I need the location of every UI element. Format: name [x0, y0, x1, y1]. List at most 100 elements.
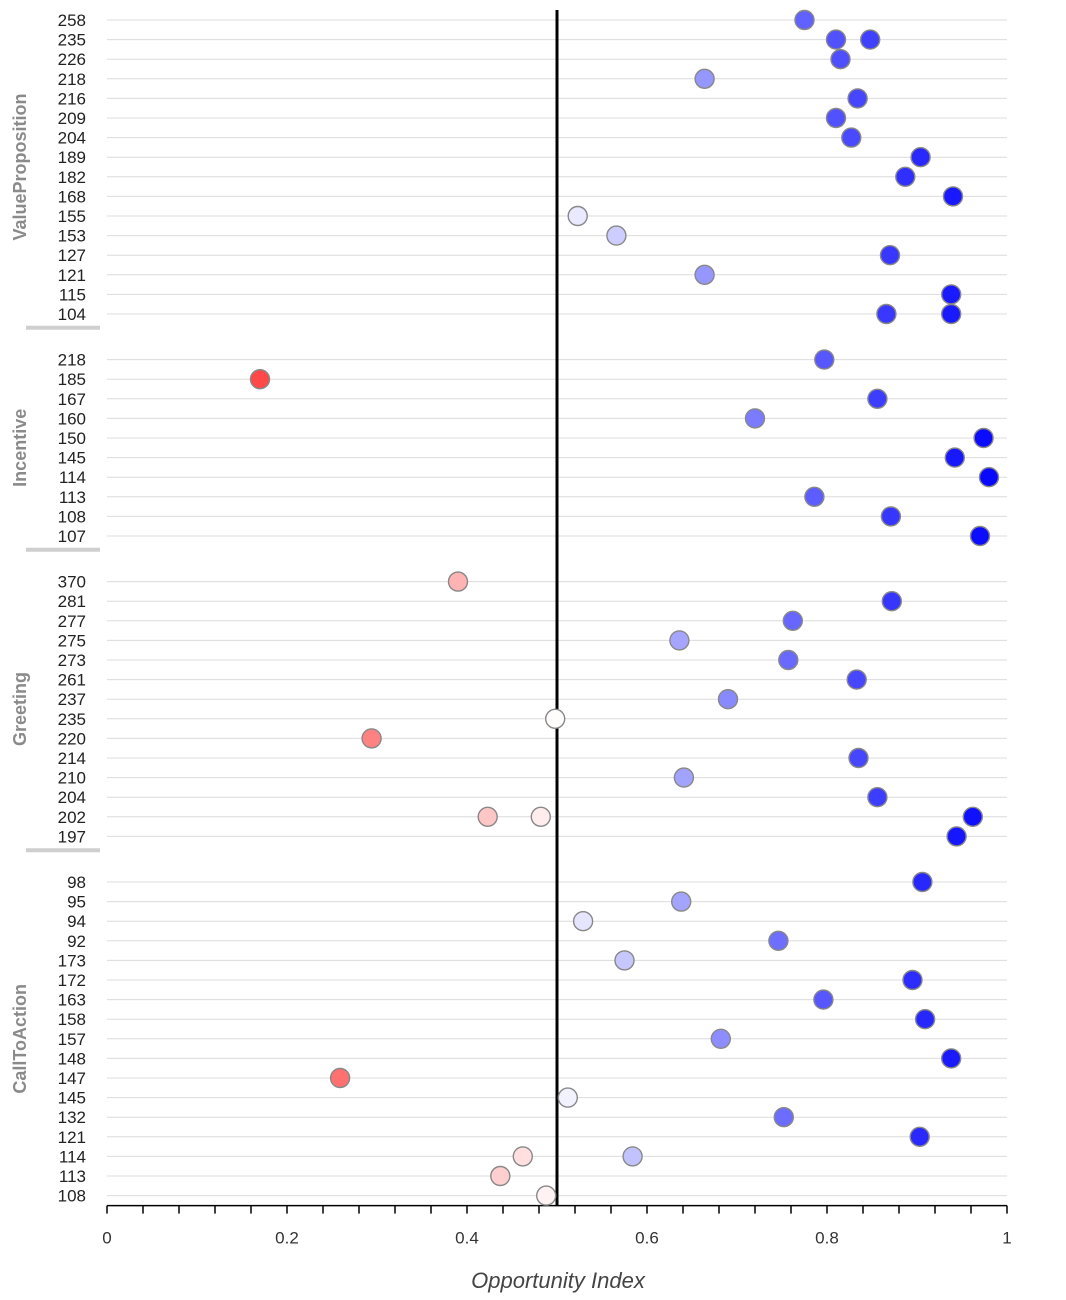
data-point — [902, 969, 923, 991]
group-label: ValueProposition — [10, 93, 30, 240]
group-label: CallToAction — [10, 984, 30, 1094]
data-point — [530, 806, 551, 827]
row-label: 107 — [58, 527, 86, 546]
row-label: 114 — [59, 468, 86, 487]
data-point — [614, 950, 635, 971]
data-point — [804, 486, 825, 507]
group-separators — [26, 325, 100, 853]
row-label: 155 — [58, 207, 86, 226]
row-label: 370 — [58, 573, 86, 592]
data-point — [557, 1087, 578, 1108]
row-label: 147 — [58, 1069, 86, 1088]
row-label: 132 — [58, 1108, 86, 1127]
row-label: 163 — [58, 991, 86, 1010]
row-label: 202 — [58, 808, 86, 827]
row-labels: 2582352262182162092041891821681551531271… — [58, 11, 86, 1206]
data-point — [794, 9, 815, 31]
row-label: 281 — [58, 592, 86, 611]
data-point — [912, 871, 933, 893]
data-point — [914, 1009, 936, 1030]
data-point — [881, 591, 902, 612]
data-point — [512, 1146, 533, 1167]
row-label: 173 — [58, 951, 86, 970]
row-label: 145 — [58, 1089, 86, 1108]
data-point — [942, 186, 964, 207]
data-point — [744, 408, 766, 429]
data-point — [671, 891, 692, 912]
row-label: 209 — [58, 109, 86, 128]
data-point — [879, 244, 901, 266]
data-point — [941, 284, 962, 305]
row-label: 218 — [58, 351, 86, 370]
row-label: 185 — [58, 370, 86, 389]
row-label: 220 — [58, 729, 86, 748]
row-label: 113 — [59, 488, 86, 507]
data-point — [876, 303, 897, 325]
row-label: 218 — [58, 70, 86, 89]
data-point — [694, 264, 715, 285]
row-label: 237 — [58, 690, 86, 709]
data-point — [567, 205, 588, 227]
row-label: 216 — [58, 89, 86, 108]
data-point — [717, 689, 739, 710]
data-point — [710, 1028, 731, 1050]
data-point — [361, 728, 382, 749]
row-label: 121 — [58, 1128, 86, 1147]
data-point — [572, 911, 594, 932]
data-point — [867, 388, 888, 409]
data-point — [846, 669, 867, 690]
row-label: 189 — [58, 148, 86, 167]
row-label: 153 — [58, 227, 86, 246]
x-axis: 0 0.2 0.4 0.6 0.8 1 — [102, 1204, 1012, 1248]
data-point — [909, 1126, 930, 1148]
data-point — [941, 303, 962, 325]
data-point — [447, 571, 469, 592]
data-point — [978, 467, 1000, 488]
x-axis-title: Opportunity Index — [471, 1268, 646, 1293]
x-tick-label: 0.4 — [455, 1229, 479, 1248]
row-label: 150 — [58, 429, 86, 448]
row-label: 182 — [58, 168, 86, 187]
row-label: 275 — [58, 631, 86, 650]
data-point — [814, 349, 835, 370]
data-point — [847, 88, 868, 109]
data-point — [545, 708, 566, 729]
row-label: 92 — [67, 932, 86, 951]
data-point — [880, 506, 902, 527]
data-points — [249, 9, 1000, 1206]
row-label: 204 — [58, 788, 86, 807]
data-point — [848, 747, 869, 769]
row-label: 114 — [59, 1147, 86, 1166]
data-point — [606, 225, 627, 246]
row-label: 204 — [58, 129, 86, 148]
x-tick-label: 0.6 — [635, 1229, 659, 1248]
row-label: 261 — [58, 671, 86, 690]
row-label: 98 — [67, 873, 86, 892]
row-label: 214 — [58, 749, 86, 768]
row-label: 277 — [58, 612, 86, 631]
data-point — [490, 1165, 511, 1187]
x-tick-label: 0.2 — [275, 1229, 299, 1248]
x-tick-label: 0.8 — [815, 1229, 839, 1248]
row-label: 235 — [58, 31, 86, 50]
data-point — [778, 649, 799, 671]
row-label: 94 — [67, 912, 86, 931]
row-label: 95 — [67, 893, 86, 912]
row-label: 104 — [58, 305, 86, 324]
data-point — [669, 630, 690, 651]
data-point — [825, 29, 847, 50]
row-label: 127 — [58, 246, 86, 265]
data-point — [969, 525, 991, 547]
data-point — [944, 447, 965, 468]
row-label: 121 — [58, 266, 86, 285]
row-label: 113 — [59, 1167, 86, 1186]
x-tick-label: 1 — [1002, 1229, 1011, 1248]
row-label: 273 — [58, 651, 86, 670]
data-point — [622, 1146, 643, 1167]
row-label: 158 — [58, 1010, 86, 1029]
data-point — [773, 1106, 794, 1128]
row-label: 168 — [58, 187, 86, 206]
data-point — [249, 369, 271, 390]
row-label: 115 — [59, 285, 86, 304]
